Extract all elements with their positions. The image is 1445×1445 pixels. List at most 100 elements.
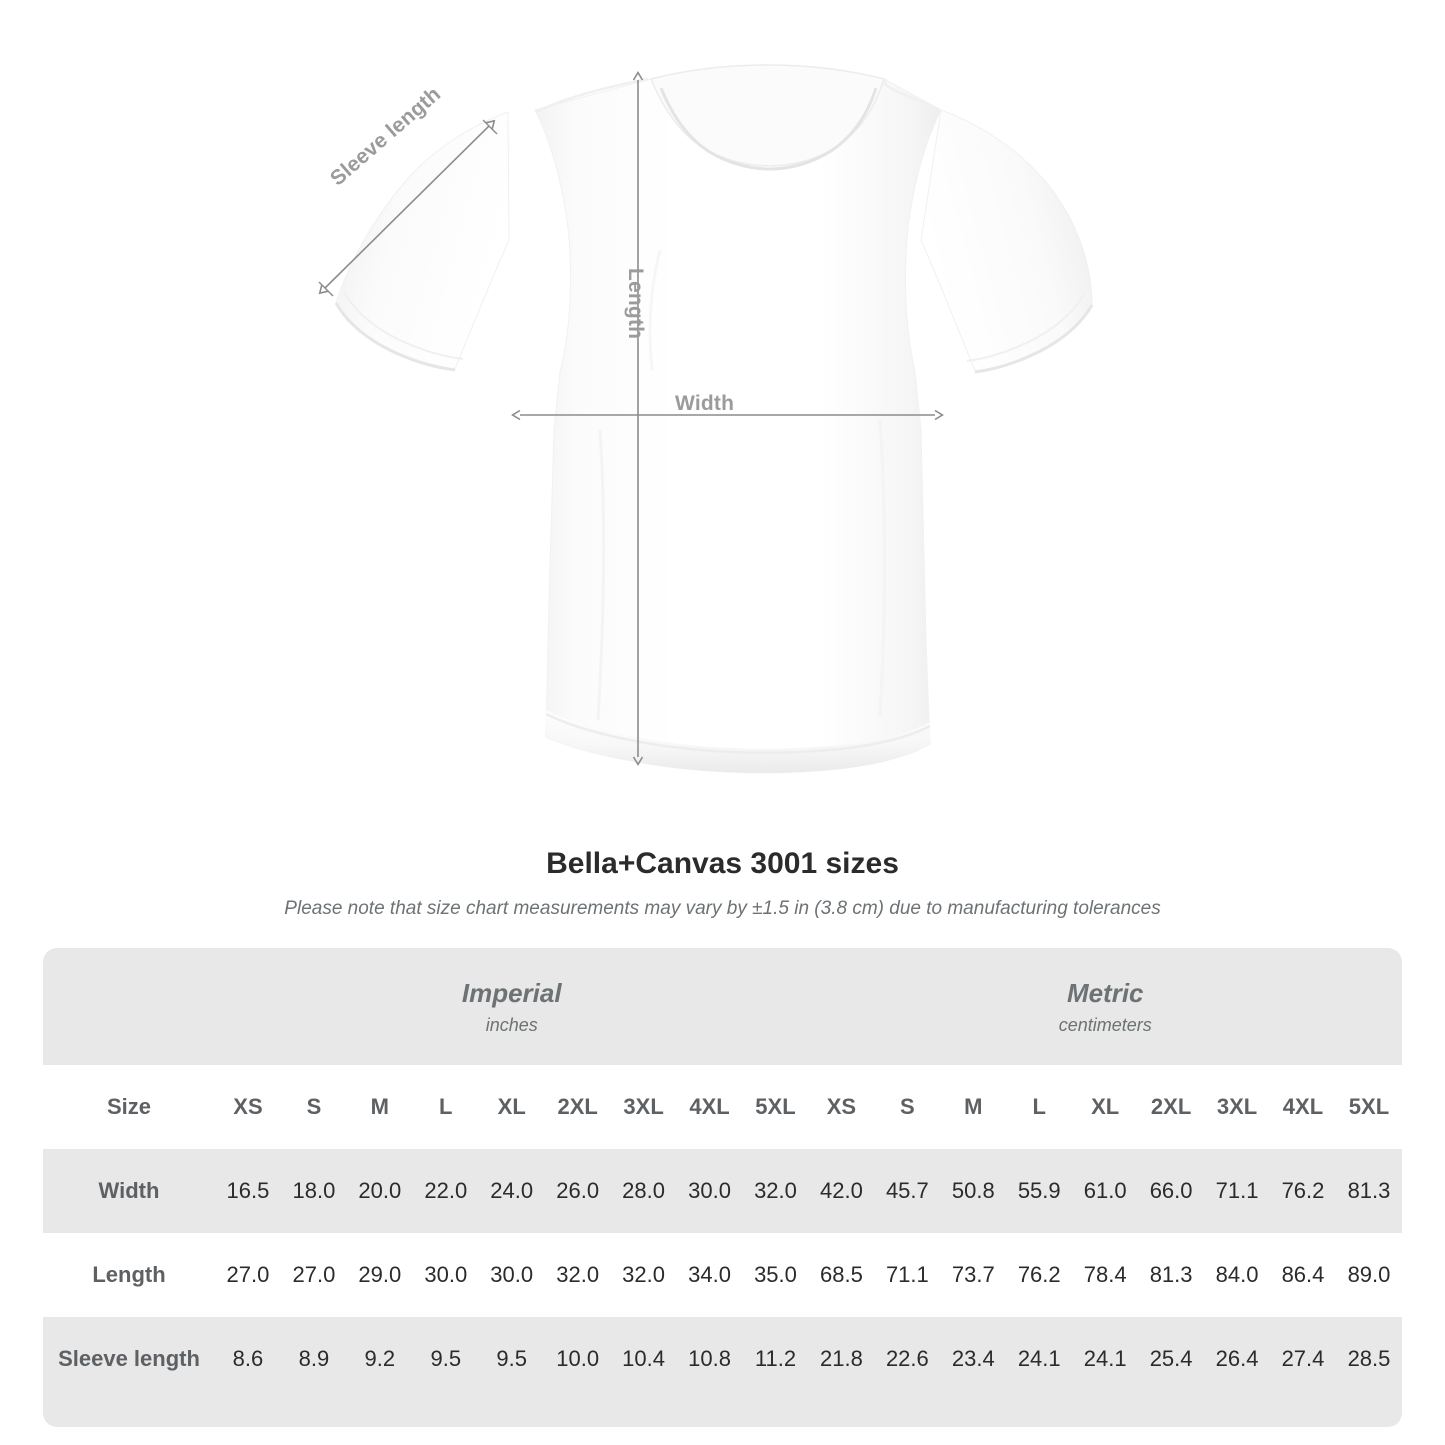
cell-imperial: 9.5 [412, 1317, 479, 1401]
cell-imperial: 24.0 [478, 1149, 545, 1233]
cell-imperial: 26.0 [544, 1149, 611, 1233]
cell-metric: 71.1 [874, 1233, 941, 1317]
size-header-metric-s: S [874, 1065, 941, 1149]
cell-imperial: 27.0 [280, 1233, 347, 1317]
cell-metric: 76.2 [1270, 1149, 1336, 1233]
size-header-imperial-m: M [346, 1065, 413, 1149]
table-bottom-pad-cell [808, 1401, 875, 1427]
size-header-imperial-l: L [412, 1065, 479, 1149]
cell-metric: 86.4 [1270, 1233, 1336, 1317]
cell-metric: 45.7 [874, 1149, 941, 1233]
cell-metric: 42.0 [808, 1149, 875, 1233]
table-bottom-pad-cell [1072, 1401, 1139, 1427]
size-header-imperial-xl: XL [478, 1065, 545, 1149]
table-bottom-pad-cell [215, 1401, 281, 1427]
cell-metric: 66.0 [1138, 1149, 1205, 1233]
tshirt-diagram: Sleeve length Length Width [318, 64, 1094, 774]
page-title: Bella+Canvas 3001 sizes [546, 847, 899, 880]
table-bottom-pad-cell [1138, 1401, 1205, 1427]
table-row: Width 16.5 18.0 20.0 22.0 24.0 26.0 28.0 30.0 32.… [43, 1149, 1402, 1233]
cell-metric: 27.4 [1270, 1317, 1336, 1401]
unit-header-imperial: Imperial inches [215, 948, 809, 1065]
table-bottom-pad-cell [478, 1401, 545, 1427]
cell-imperial: 30.0 [676, 1149, 743, 1233]
table-row: Length 27.0 27.0 29.0 30.0 30.0 32.0 32.0 34.0 35… [43, 1233, 1402, 1317]
cell-imperial: 32.0 [610, 1233, 677, 1317]
cell-metric: 73.7 [940, 1233, 1007, 1317]
cell-metric: 24.1 [1006, 1317, 1073, 1401]
unit-band-row: Imperial inches Metric centimeters [43, 948, 1402, 1065]
cell-imperial: 8.6 [215, 1317, 281, 1401]
cell-metric: 71.1 [1204, 1149, 1271, 1233]
cell-metric: 50.8 [940, 1149, 1007, 1233]
cell-imperial: 32.0 [742, 1149, 809, 1233]
size-column-header: Size [43, 1065, 215, 1149]
cell-metric: 81.3 [1335, 1149, 1402, 1233]
unit-header-metric: Metric centimeters [808, 948, 1402, 1065]
unit-band-spacer [43, 948, 215, 1065]
unit-name: Imperial [461, 977, 562, 1008]
cell-imperial: 30.0 [478, 1233, 545, 1317]
cell-metric: 84.0 [1204, 1233, 1271, 1317]
cell-imperial: 9.5 [478, 1317, 545, 1401]
size-chart-table-wrapper: Imperial inches Metric centimeters Size XS S M L… [43, 948, 1402, 1427]
cell-imperial: 16.5 [215, 1149, 281, 1233]
cell-metric: 24.1 [1072, 1317, 1139, 1401]
cell-metric: 21.8 [808, 1317, 875, 1401]
cell-imperial: 8.9 [280, 1317, 347, 1401]
unit-subtitle: inches [485, 1014, 538, 1035]
table-bottom-pad [43, 1401, 1402, 1427]
table-bottom-pad-cell [43, 1401, 215, 1427]
size-header-metric-5xl: 5XL [1335, 1065, 1402, 1149]
unit-subtitle: centimeters [1058, 1014, 1152, 1035]
table-bottom-pad-cell [1270, 1401, 1336, 1427]
sleeve-measure-arrow [318, 119, 496, 295]
cell-metric: 61.0 [1072, 1149, 1139, 1233]
table-bottom-pad-cell [544, 1401, 611, 1427]
cell-imperial: 29.0 [346, 1233, 413, 1317]
table-bottom-pad-cell [940, 1401, 1007, 1427]
table-row: Sleeve length 8.6 8.9 9.2 9.5 9.5 10.0 10.4 10.8… [43, 1317, 1402, 1401]
cell-imperial: 34.0 [676, 1233, 743, 1317]
table-bottom-pad-cell [742, 1401, 809, 1427]
size-header-imperial-3xl: 3XL [610, 1065, 677, 1149]
table-bottom-pad-cell [676, 1401, 743, 1427]
size-header-metric-l: L [1006, 1065, 1073, 1149]
row-label-length: Length [43, 1233, 215, 1317]
tolerance-note: Please note that size chart measurements… [284, 898, 1161, 919]
cell-imperial: 20.0 [346, 1149, 413, 1233]
cell-imperial: 28.0 [610, 1149, 677, 1233]
row-label-width: Width [43, 1149, 215, 1233]
title-block: Bella+Canvas 3001 sizes Please note that… [0, 845, 1445, 921]
size-header-metric-2xl: 2XL [1138, 1065, 1205, 1149]
unit-name: Metric [1066, 977, 1144, 1008]
length-label: Length [624, 268, 647, 340]
cell-imperial: 10.8 [676, 1317, 743, 1401]
cell-imperial: 30.0 [412, 1233, 479, 1317]
cell-imperial: 18.0 [280, 1149, 347, 1233]
cell-metric: 55.9 [1006, 1149, 1073, 1233]
row-label-sleeve-length: Sleeve length [43, 1317, 215, 1401]
cell-imperial: 9.2 [346, 1317, 413, 1401]
size-header-imperial-4xl: 4XL [676, 1065, 743, 1149]
cell-metric: 25.4 [1138, 1317, 1205, 1401]
width-label: Width [675, 392, 735, 415]
table-bottom-pad-cell [610, 1401, 677, 1427]
cell-metric: 22.6 [874, 1317, 941, 1401]
size-header-metric-xs: XS [808, 1065, 875, 1149]
cell-imperial: 27.0 [215, 1233, 281, 1317]
table-bottom-pad-cell [1204, 1401, 1271, 1427]
table-bottom-pad-cell [346, 1401, 413, 1427]
size-header-metric-4xl: 4XL [1270, 1065, 1336, 1149]
size-header-imperial-2xl: 2XL [544, 1065, 611, 1149]
cell-metric: 23.4 [940, 1317, 1007, 1401]
cell-imperial: 11.2 [742, 1317, 809, 1401]
cell-metric: 89.0 [1335, 1233, 1402, 1317]
tshirt-illustration [318, 64, 1094, 774]
table-bottom-pad-cell [1006, 1401, 1073, 1427]
size-header-imperial-5xl: 5XL [742, 1065, 809, 1149]
cell-imperial: 10.0 [544, 1317, 611, 1401]
size-header-imperial-xs: XS [215, 1065, 281, 1149]
cell-imperial: 22.0 [412, 1149, 479, 1233]
size-header-imperial-s: S [280, 1065, 347, 1149]
